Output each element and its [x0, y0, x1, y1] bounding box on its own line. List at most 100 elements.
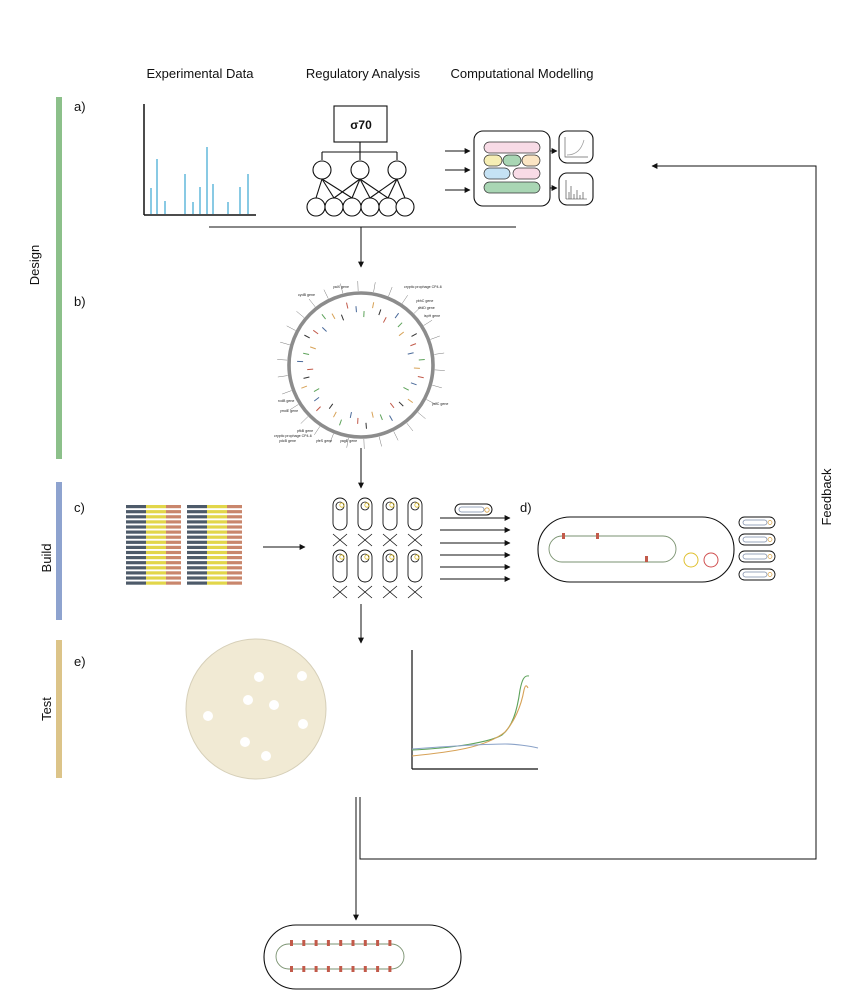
test-phase-label: Test — [39, 697, 54, 721]
genome-leader-line — [434, 369, 445, 371]
dna-segment — [166, 535, 181, 539]
dna-segment — [146, 535, 166, 539]
cell-division-mark — [332, 585, 348, 599]
build-phase-bar — [56, 482, 62, 620]
dna-segment — [227, 510, 242, 514]
edit-marker — [363, 940, 367, 946]
dna-segment — [166, 561, 181, 565]
dna-segment — [166, 545, 181, 549]
genome-annotation: ydcB gene — [279, 439, 296, 443]
genome-feature-tick — [309, 346, 316, 350]
genome-leader-line — [393, 431, 399, 441]
genome-annotation: ydfC gene — [432, 402, 448, 406]
genome-leader-line — [378, 436, 382, 447]
final-strain — [263, 924, 462, 990]
computational-model — [445, 130, 594, 207]
genome-annotation: rhdD gene — [418, 306, 435, 310]
genome-feature-tick — [303, 376, 310, 379]
genome-leader-line — [296, 311, 305, 318]
genome-leader-line — [417, 412, 426, 419]
dna-segment — [126, 505, 146, 509]
dna-segment — [146, 525, 166, 529]
dna-segment — [187, 550, 207, 555]
dna-segment — [146, 540, 166, 544]
edit-marker — [388, 940, 392, 946]
mini-cell-plasmid — [767, 572, 773, 577]
dna-segment — [207, 581, 227, 585]
cell — [332, 549, 348, 583]
genome-feature-tick — [389, 402, 395, 409]
edit-marker — [351, 966, 355, 972]
dna-segment — [126, 545, 146, 549]
dna-segment — [187, 571, 207, 575]
dna-segment — [146, 505, 166, 509]
dna-segment — [207, 520, 227, 524]
dna-segment — [227, 520, 242, 524]
genome-feature-tick — [321, 314, 326, 320]
genome-feature-tick — [407, 398, 414, 404]
small-plasmid-cell — [454, 503, 493, 516]
plasmid-icon — [339, 554, 345, 560]
cell-division-mark — [407, 533, 423, 547]
genome-leader-line — [282, 390, 292, 395]
genome-annotation: rcdB gene — [278, 399, 294, 403]
mini-cell — [738, 568, 776, 581]
genome-leader-line — [329, 433, 334, 444]
dna-segment — [187, 510, 207, 514]
cell — [382, 549, 398, 583]
dna-segment — [166, 571, 181, 575]
dna-segment — [187, 545, 207, 549]
mini-cell-plasmid — [767, 520, 773, 525]
dna-segment — [146, 510, 166, 514]
dna-segment — [166, 550, 181, 555]
panel-label-d: d) — [520, 500, 532, 515]
dna-segment — [187, 530, 207, 534]
dna-segment — [227, 515, 242, 519]
dna-segment — [166, 510, 181, 514]
genome-feature-tick — [394, 312, 400, 319]
edit-marker — [302, 966, 306, 972]
dna-segment — [166, 566, 181, 570]
genome-leader-line — [300, 416, 309, 424]
dna-segment — [207, 530, 227, 534]
genome-leader-line — [401, 295, 408, 304]
dna-segment — [227, 571, 242, 575]
genome-feature-tick — [313, 388, 320, 392]
genome-leader-line — [277, 375, 288, 378]
genome-annotation: yaiX gene — [333, 285, 349, 289]
cell-array — [332, 497, 423, 599]
growth-curve-plot — [411, 650, 539, 770]
genome-leader-line — [340, 283, 344, 294]
mini-cell-chromosome — [742, 571, 768, 578]
genome-feature-tick — [372, 302, 375, 309]
plasmid-icon — [389, 554, 395, 560]
genome-annotation: yfeS gene — [316, 439, 332, 443]
genome-feature-tick — [371, 411, 374, 418]
genome-leader-line — [432, 384, 442, 389]
plasmid-icon — [339, 502, 345, 508]
genome-feature-tick — [339, 419, 342, 426]
genome-feature-tick — [349, 411, 352, 419]
dna-segment — [126, 576, 146, 580]
panel-label-c: c) — [74, 500, 85, 515]
genome-feature-tick — [379, 414, 383, 421]
design-phase-bar — [56, 97, 62, 459]
panel-label-b: b) — [74, 294, 86, 309]
genome-feature-tick — [389, 415, 393, 421]
dna-segment — [166, 530, 181, 534]
dna-segment — [207, 566, 227, 570]
genome-leader-line — [426, 399, 436, 405]
genome-annotation: cydB gene — [298, 293, 315, 297]
edit-marker — [290, 966, 293, 972]
genome-feature-tick — [307, 368, 314, 371]
cell — [332, 497, 348, 531]
genome-leader-line — [423, 320, 433, 326]
edit-marker — [326, 966, 330, 972]
genome-leader-line — [434, 352, 445, 355]
genome-feature-tick — [328, 403, 334, 409]
mini-cell — [738, 516, 776, 529]
feedback-label: Feedback — [819, 468, 834, 526]
dna-segment — [187, 540, 207, 544]
genome-feature-tick — [382, 317, 387, 323]
mini-cell-chromosome — [742, 553, 768, 560]
